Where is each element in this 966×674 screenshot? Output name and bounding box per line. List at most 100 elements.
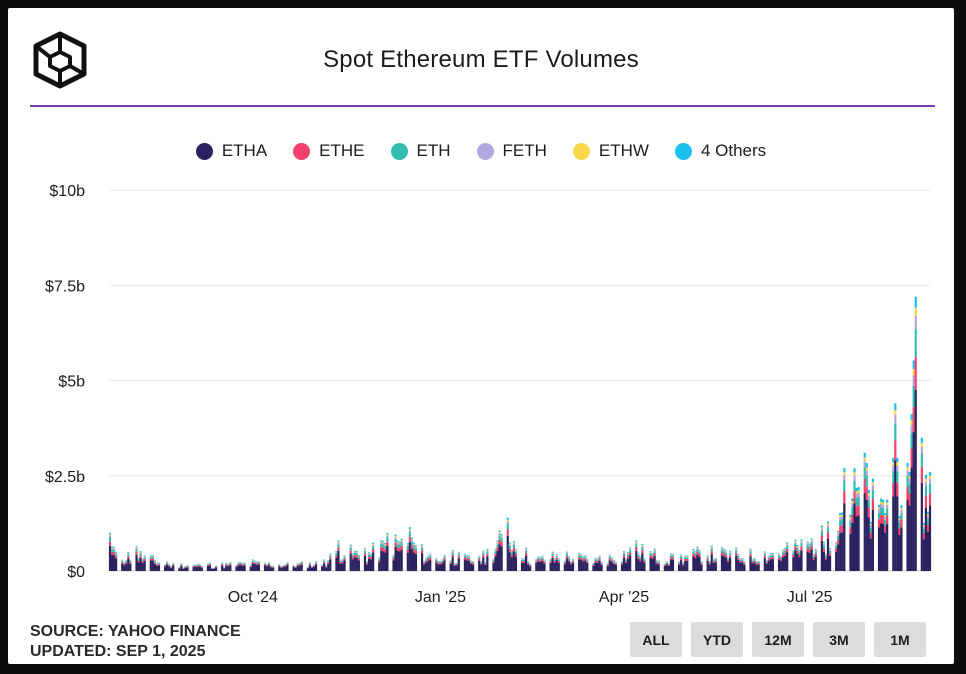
- bar-segment-etha[interactable]: [714, 562, 717, 571]
- bar-segment-ethe[interactable]: [637, 556, 640, 559]
- bar-segment-4-others[interactable]: [582, 556, 585, 557]
- bar-segment-etha[interactable]: [363, 555, 367, 571]
- bar-segment-eth[interactable]: [567, 558, 571, 560]
- bar-segment-ethe[interactable]: [694, 555, 697, 559]
- bar-segment-feth[interactable]: [669, 554, 673, 556]
- bar-segment-etha[interactable]: [325, 567, 328, 571]
- bar-segment-ethw[interactable]: [884, 515, 887, 518]
- bar-segment-feth[interactable]: [712, 559, 715, 561]
- bar-segment-etha[interactable]: [286, 565, 289, 571]
- bar-segment-feth[interactable]: [443, 556, 446, 557]
- bar-segment-etha[interactable]: [743, 564, 746, 571]
- bar-segment-4-others[interactable]: [922, 522, 925, 525]
- bar-segment-ethw[interactable]: [498, 532, 501, 534]
- bar-segment-ethe[interactable]: [339, 562, 342, 564]
- bar-segment-ethw[interactable]: [926, 514, 930, 516]
- bar-segment-feth[interactable]: [751, 560, 754, 561]
- bar-segment-feth[interactable]: [624, 559, 628, 561]
- bar-segment-eth[interactable]: [168, 564, 171, 566]
- bar-segment-eth[interactable]: [651, 555, 654, 557]
- bar-segment-ethe[interactable]: [892, 482, 895, 497]
- bar-segment-ethe[interactable]: [737, 557, 740, 560]
- bar-segment-ethe[interactable]: [214, 566, 218, 568]
- bar-segment-ethe[interactable]: [843, 490, 846, 504]
- bar-segment-ethw[interactable]: [786, 543, 789, 545]
- bar-segment-ethe[interactable]: [241, 564, 244, 566]
- bar-segment-eth[interactable]: [910, 432, 913, 449]
- bar-segment-4-others[interactable]: [478, 555, 481, 557]
- bar-segment-ethe[interactable]: [455, 564, 458, 566]
- bar-segment-4-others[interactable]: [427, 555, 430, 557]
- bar-segment-eth[interactable]: [512, 544, 515, 548]
- bar-segment-4-others[interactable]: [769, 553, 772, 555]
- bar-segment-eth[interactable]: [849, 521, 852, 528]
- bar-segment-ethe[interactable]: [635, 547, 638, 551]
- bar-segment-feth[interactable]: [835, 544, 838, 546]
- bar-segment-etha[interactable]: [643, 562, 646, 571]
- bar-segment-eth[interactable]: [251, 560, 254, 563]
- bar-segment-ethe[interactable]: [767, 559, 770, 561]
- bar-segment-4-others[interactable]: [637, 552, 640, 554]
- bar-segment-eth[interactable]: [739, 559, 742, 562]
- bar-segment-eth[interactable]: [423, 562, 426, 564]
- bar-segment-ethe[interactable]: [325, 566, 328, 568]
- bar-segment-eth[interactable]: [151, 556, 154, 559]
- bar-segment-feth[interactable]: [327, 560, 330, 562]
- bar-segment-ethw[interactable]: [412, 543, 416, 545]
- bar-segment-4-others[interactable]: [500, 533, 503, 536]
- bar-segment-feth[interactable]: [922, 526, 925, 529]
- bar-segment-feth[interactable]: [886, 504, 889, 509]
- bar-segment-etha[interactable]: [465, 560, 469, 571]
- bar-segment-4-others[interactable]: [886, 499, 889, 503]
- bar-segment-ethe[interactable]: [853, 490, 856, 504]
- bar-segment-ethe[interactable]: [586, 561, 589, 563]
- bar-segment-feth[interactable]: [684, 556, 687, 558]
- bar-segment-4-others[interactable]: [749, 548, 752, 550]
- bar-segment-etha[interactable]: [720, 555, 724, 571]
- bar-segment-eth[interactable]: [582, 557, 585, 560]
- bar-segment-feth[interactable]: [353, 552, 356, 554]
- bar-segment-ethw[interactable]: [912, 368, 915, 376]
- bar-segment-feth[interactable]: [151, 556, 154, 557]
- bar-segment-ethe[interactable]: [720, 552, 724, 556]
- bar-segment-eth[interactable]: [879, 507, 883, 515]
- bar-segment-feth[interactable]: [680, 555, 683, 557]
- bar-segment-eth[interactable]: [706, 557, 709, 559]
- bar-segment-etha[interactable]: [115, 558, 118, 571]
- bar-segment-etha[interactable]: [394, 547, 397, 571]
- bar-segment-4-others[interactable]: [110, 546, 114, 548]
- bar-segment-ethe[interactable]: [453, 564, 456, 566]
- bar-segment-4-others[interactable]: [420, 544, 424, 546]
- bar-segment-ethw[interactable]: [108, 534, 112, 536]
- bar-segment-ethe[interactable]: [337, 547, 340, 551]
- bar-segment-eth[interactable]: [343, 557, 346, 559]
- bar-segment-ethw[interactable]: [565, 552, 569, 554]
- bar-segment-etha[interactable]: [423, 564, 426, 571]
- bar-segment-eth[interactable]: [914, 329, 917, 358]
- bar-segment-feth[interactable]: [651, 554, 654, 556]
- bar-segment-ethw[interactable]: [420, 545, 424, 547]
- bar-segment-etha[interactable]: [549, 562, 552, 571]
- bar-segment-4-others[interactable]: [627, 552, 630, 554]
- bar-segment-ethe[interactable]: [115, 556, 118, 559]
- bar-segment-eth[interactable]: [843, 480, 846, 491]
- bar-segment-ethw[interactable]: [429, 554, 432, 556]
- bar-segment-4-others[interactable]: [496, 540, 499, 542]
- bar-segment-etha[interactable]: [369, 559, 373, 571]
- bar-segment-eth[interactable]: [539, 558, 542, 561]
- bar-segment-eth[interactable]: [578, 555, 581, 558]
- bar-segment-etha[interactable]: [296, 565, 299, 571]
- bar-segment-ethw[interactable]: [908, 475, 911, 479]
- bar-segment-4-others[interactable]: [826, 521, 830, 524]
- bar-segment-etha[interactable]: [669, 559, 673, 571]
- bar-segment-feth[interactable]: [412, 544, 416, 547]
- bar-segment-etha[interactable]: [835, 552, 838, 571]
- bar-segment-ethw[interactable]: [892, 462, 895, 466]
- bar-segment-ethe[interactable]: [296, 564, 299, 566]
- bar-segment-4-others[interactable]: [463, 553, 467, 555]
- bar-segment-eth[interactable]: [712, 560, 715, 562]
- bar-segment-4-others[interactable]: [794, 539, 797, 541]
- bar-segment-ethe[interactable]: [469, 562, 473, 565]
- bar-segment-eth[interactable]: [382, 544, 385, 548]
- bar-segment-ethe[interactable]: [571, 561, 575, 563]
